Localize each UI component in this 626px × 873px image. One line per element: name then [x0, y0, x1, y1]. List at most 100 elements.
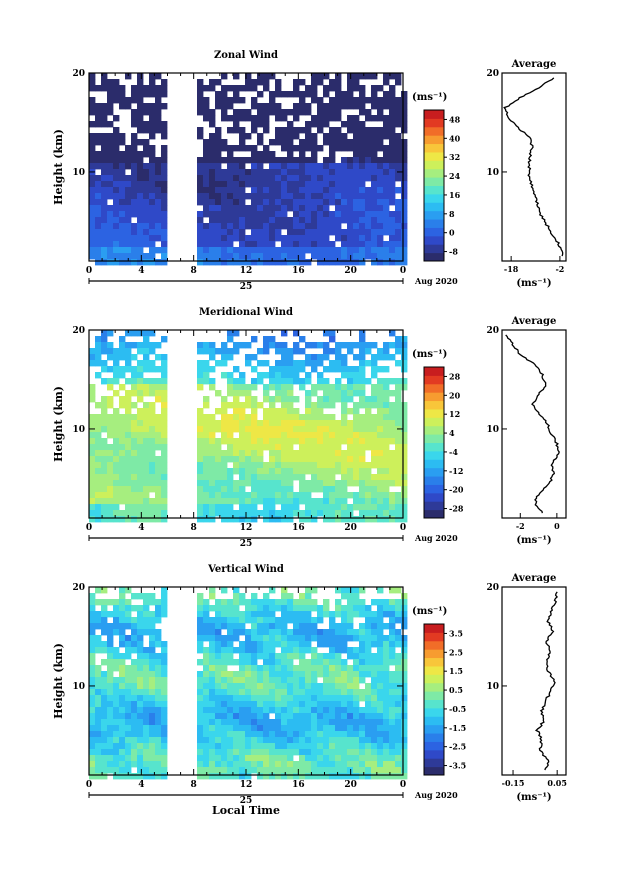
heatmap-cell [227, 641, 234, 648]
heatmap-cell [137, 187, 144, 194]
heatmap-cell [251, 444, 258, 451]
heatmap-cell [287, 181, 294, 188]
colorbar-segment [424, 202, 444, 212]
heatmap-cell [209, 414, 216, 421]
heatmap-cell [233, 145, 240, 152]
heatmap-cell [89, 217, 96, 224]
heatmap-cell [341, 689, 348, 696]
heatmap-cell [287, 348, 294, 355]
heatmap-cell [251, 492, 258, 499]
heatmap-cell [353, 121, 360, 128]
heatmap-cell [233, 420, 240, 427]
heatmap-cell [335, 456, 342, 463]
heatmap-cell [215, 492, 222, 499]
heatmap-cell [131, 677, 138, 684]
heatmap-cell [227, 241, 234, 248]
heatmap-cell [263, 103, 270, 110]
colorbar-tick-label: 16 [449, 190, 461, 200]
heatmap-cell [359, 462, 366, 469]
heatmap-cell [245, 510, 252, 517]
heatmap-cell [209, 85, 216, 92]
heatmap-cell [359, 737, 366, 744]
heatmap-cell [143, 623, 150, 630]
heatmap-cell [377, 354, 384, 361]
y-tick-label: 10 [72, 425, 85, 435]
heatmap-cell [239, 450, 246, 457]
colorbar-segment [424, 649, 444, 659]
colorbar-segment [424, 640, 444, 650]
heatmap-cell [311, 743, 318, 750]
heatmap-cell [401, 480, 408, 487]
heatmap-cell [275, 671, 282, 678]
heatmap-cell [323, 468, 330, 475]
heatmap-cell [227, 169, 234, 176]
heatmap-cell [215, 199, 222, 206]
heatmap-cell [239, 414, 246, 421]
heatmap-cell [245, 85, 252, 92]
heatmap-cell [113, 492, 120, 499]
heatmap-cell [239, 342, 246, 349]
colorbar-segment [424, 227, 444, 237]
heatmap-cell [257, 498, 264, 505]
heatmap-cell [137, 635, 144, 642]
heatmap-cell [269, 701, 276, 708]
heatmap-cell [269, 109, 276, 116]
heatmap-cell [215, 468, 222, 475]
heatmap-cell [383, 97, 390, 104]
heatmap-cell [377, 193, 384, 200]
heatmap-cell [107, 241, 114, 248]
heatmap-cell [353, 115, 360, 122]
heatmap-cell [155, 504, 162, 511]
heatmap-cell [287, 372, 294, 379]
heatmap-cell [317, 414, 324, 421]
heatmap-cell [227, 474, 234, 481]
heatmap-cell [161, 659, 168, 666]
heatmap-cell [131, 486, 138, 493]
heatmap-cell [203, 492, 210, 499]
heatmap-cell [161, 420, 168, 427]
heatmap-cell [383, 175, 390, 182]
heatmap-cell [215, 181, 222, 188]
heatmap-cell [311, 707, 318, 714]
heatmap-cell [107, 259, 114, 266]
heatmap-cell [335, 175, 342, 182]
heatmap-cell [383, 199, 390, 206]
heatmap-cell [131, 241, 138, 248]
heatmap-cell [257, 181, 264, 188]
heatmap-cell [269, 659, 276, 666]
heatmap-cell [257, 259, 264, 266]
heatmap-cell [371, 127, 378, 134]
heatmap-cell [371, 707, 378, 714]
heatmap-cell [335, 635, 342, 642]
heatmap-cell [287, 235, 294, 242]
x-tick-label: 0 [86, 266, 92, 276]
heatmap-cell [371, 187, 378, 194]
heatmap-cell [287, 599, 294, 606]
heatmap-cell [221, 193, 228, 200]
heatmap-cell [347, 169, 354, 176]
heatmap-cell [329, 169, 336, 176]
heatmap-cell [155, 641, 162, 648]
heatmap-cell [275, 133, 282, 140]
heatmap-cell [281, 133, 288, 140]
date-label: 25 [240, 796, 253, 806]
heatmap-cell [125, 510, 132, 517]
heatmap-cell [389, 103, 396, 110]
heatmap-cell [287, 444, 294, 451]
heatmap-cell [383, 695, 390, 702]
heatmap-cell [293, 378, 300, 385]
heatmap-cell [353, 462, 360, 469]
heatmap-cell [281, 438, 288, 445]
heatmap-cell [341, 462, 348, 469]
heatmap-cell [233, 767, 240, 774]
heatmap-cell [389, 695, 396, 702]
heatmap-cell [365, 725, 372, 732]
heatmap-cell [395, 342, 402, 349]
heatmap-cell [125, 492, 132, 499]
heatmap-cell [95, 516, 102, 523]
heatmap-cell [143, 599, 150, 606]
heatmap-cell [305, 605, 312, 612]
heatmap-cell [215, 97, 222, 104]
heatmap-cell [329, 611, 336, 618]
heatmap-cell [335, 695, 342, 702]
